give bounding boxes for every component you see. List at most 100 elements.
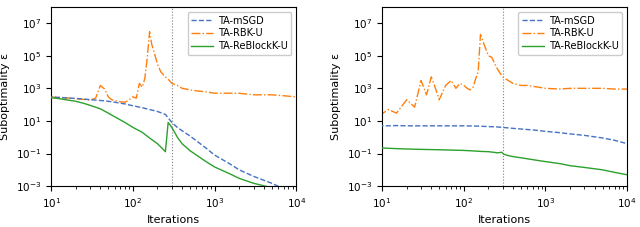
TA-ReBlockK-U — [280, 190, 287, 192]
TA-RBK-U — [488, 56, 495, 59]
TA-ReBlockK-U — [494, 151, 502, 154]
TA-mSGD — [474, 125, 482, 128]
Line: TA-ReBlockK-U: TA-ReBlockK-U — [47, 97, 296, 195]
TA-RBK-U — [599, 87, 607, 90]
TA-mSGD — [529, 128, 537, 131]
Line: TA-RBK-U: TA-RBK-U — [47, 32, 296, 102]
TA-mSGD — [499, 126, 507, 129]
TA-ReBlockK-U — [61, 98, 69, 101]
TA-mSGD — [97, 99, 104, 102]
TA-RBK-U — [121, 101, 129, 104]
TA-RBK-U — [132, 97, 140, 99]
TA-mSGD — [280, 187, 287, 190]
TA-ReBlockK-U — [509, 155, 517, 158]
TA-ReBlockK-U — [111, 115, 118, 118]
TA-RBK-U — [157, 71, 164, 73]
TA-mSGD — [211, 154, 218, 156]
TA-RBK-U — [86, 99, 94, 101]
TA-RBK-U — [129, 96, 137, 98]
TA-RBK-U — [442, 84, 449, 87]
TA-RBK-U — [161, 76, 169, 78]
TA-mSGD — [393, 124, 401, 127]
TA-RBK-U — [411, 106, 419, 109]
TA-RBK-U — [193, 89, 200, 92]
TA-RBK-U — [422, 94, 430, 96]
TA-mSGD — [250, 175, 257, 178]
TA-mSGD — [86, 98, 94, 101]
TA-ReBlockK-U — [469, 150, 477, 152]
TA-RBK-U — [211, 92, 218, 95]
TA-RBK-U — [428, 76, 435, 78]
TA-ReBlockK-U — [173, 136, 181, 139]
TA-mSGD — [72, 97, 79, 100]
TA-mSGD — [492, 126, 500, 128]
TA-ReBlockK-U — [250, 182, 257, 185]
TA-ReBlockK-U — [484, 150, 492, 153]
TA-RBK-U — [447, 79, 455, 82]
TA-RBK-U — [138, 86, 146, 88]
TA-ReBlockK-U — [203, 161, 211, 163]
TA-ReBlockK-U — [385, 147, 392, 150]
TA-ReBlockK-U — [169, 128, 177, 131]
TA-ReBlockK-U — [452, 149, 460, 152]
TA-mSGD — [452, 124, 460, 127]
TA-ReBlockK-U — [490, 151, 497, 154]
TA-ReBlockK-U — [186, 149, 194, 152]
TA-ReBlockK-U — [225, 172, 233, 175]
TA-mSGD — [44, 96, 51, 98]
TA-ReBlockK-U — [403, 148, 410, 150]
TA-mSGD — [292, 193, 300, 196]
TA-mSGD — [104, 100, 112, 103]
TA-ReBlockK-U — [121, 121, 129, 124]
TA-mSGD — [193, 139, 200, 142]
TA-ReBlockK-U — [97, 108, 104, 110]
TA-RBK-U — [100, 88, 108, 90]
TA-ReBlockK-U — [460, 149, 468, 152]
TA-ReBlockK-U — [292, 193, 300, 196]
TA-RBK-U — [623, 88, 631, 90]
TA-RBK-U — [517, 84, 525, 87]
TA-ReBlockK-U — [517, 156, 525, 159]
TA-RBK-U — [393, 112, 401, 114]
TA-ReBlockK-U — [154, 142, 161, 145]
TA-mSGD — [417, 124, 425, 127]
TA-RBK-U — [472, 77, 479, 80]
TA-RBK-U — [61, 96, 69, 99]
TA-RBK-U — [72, 97, 79, 100]
TA-RBK-U — [497, 72, 504, 75]
TA-mSGD — [121, 103, 129, 105]
TA-ReBlockK-U — [580, 166, 588, 169]
TA-RBK-U — [125, 98, 133, 101]
TA-RBK-U — [611, 88, 618, 90]
TA-mSGD — [236, 168, 243, 171]
TA-RBK-U — [474, 71, 482, 73]
TA-ReBlockK-U — [374, 147, 382, 149]
TA-RBK-U — [146, 30, 154, 33]
Y-axis label: Suboptimality ε: Suboptimality ε — [1, 53, 10, 140]
TA-RBK-U — [534, 86, 541, 88]
TA-RBK-U — [280, 94, 287, 97]
TA-RBK-U — [504, 79, 512, 82]
TA-RBK-U — [236, 92, 243, 95]
TA-mSGD — [138, 106, 146, 109]
TA-mSGD — [173, 126, 181, 129]
TA-RBK-U — [250, 94, 257, 96]
TA-mSGD — [556, 131, 564, 134]
TA-RBK-U — [179, 87, 186, 90]
TA-RBK-U — [168, 82, 176, 85]
TA-ReBlockK-U — [86, 104, 94, 107]
TA-ReBlockK-U — [179, 142, 186, 145]
TA-ReBlockK-U — [164, 121, 172, 124]
TA-ReBlockK-U — [529, 158, 537, 161]
Line: TA-mSGD: TA-mSGD — [378, 126, 627, 144]
TA-RBK-U — [292, 96, 300, 98]
TA-ReBlockK-U — [504, 154, 512, 157]
TA-ReBlockK-U — [498, 151, 506, 154]
TA-ReBlockK-U — [193, 154, 200, 156]
TA-mSGD — [129, 104, 137, 107]
TA-ReBlockK-U — [417, 148, 425, 151]
TA-RBK-U — [54, 96, 61, 99]
TA-RBK-U — [541, 87, 549, 90]
TA-RBK-U — [268, 94, 276, 96]
TA-RBK-U — [556, 88, 564, 90]
